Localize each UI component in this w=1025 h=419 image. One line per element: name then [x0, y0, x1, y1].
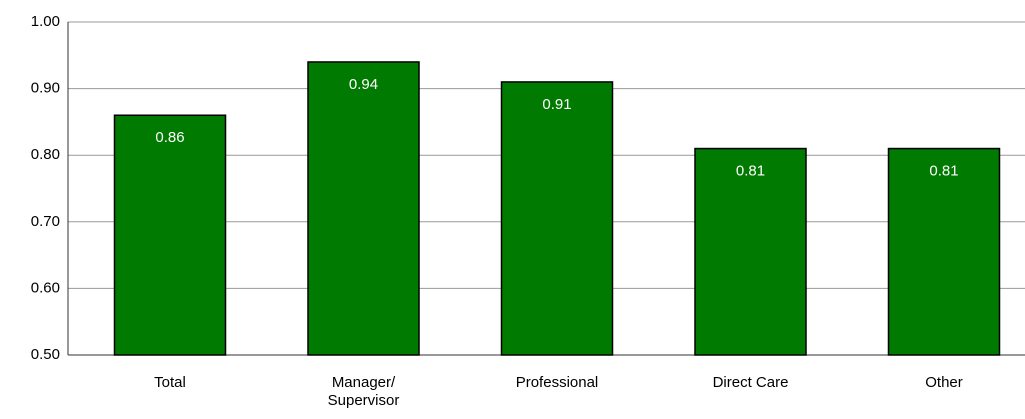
y-tick-label: 0.90	[31, 80, 60, 97]
data-label: 0.81	[929, 163, 958, 180]
data-label: 0.81	[736, 163, 765, 180]
x-tick-label: Other	[925, 374, 963, 391]
y-tick-label: 0.70	[31, 213, 60, 230]
x-tick-label: Direct Care	[712, 374, 789, 391]
bar	[694, 147, 807, 356]
y-tick-label: 1.00	[31, 13, 60, 30]
bar	[113, 114, 227, 356]
bar	[307, 61, 420, 356]
y-tick-label: 0.50	[31, 346, 60, 363]
bar	[887, 147, 1001, 356]
bar	[500, 81, 614, 356]
x-tick-label: Total	[154, 374, 186, 391]
data-label: 0.94	[349, 76, 378, 93]
y-tick-label: 0.60	[31, 279, 60, 296]
data-label: 0.86	[155, 129, 184, 146]
y-tick-label: 0.80	[31, 146, 60, 163]
x-tick-label: Professional	[515, 374, 599, 391]
data-label: 0.91	[542, 96, 571, 113]
x-tick-label: Manager/ Supervisor	[327, 374, 400, 409]
